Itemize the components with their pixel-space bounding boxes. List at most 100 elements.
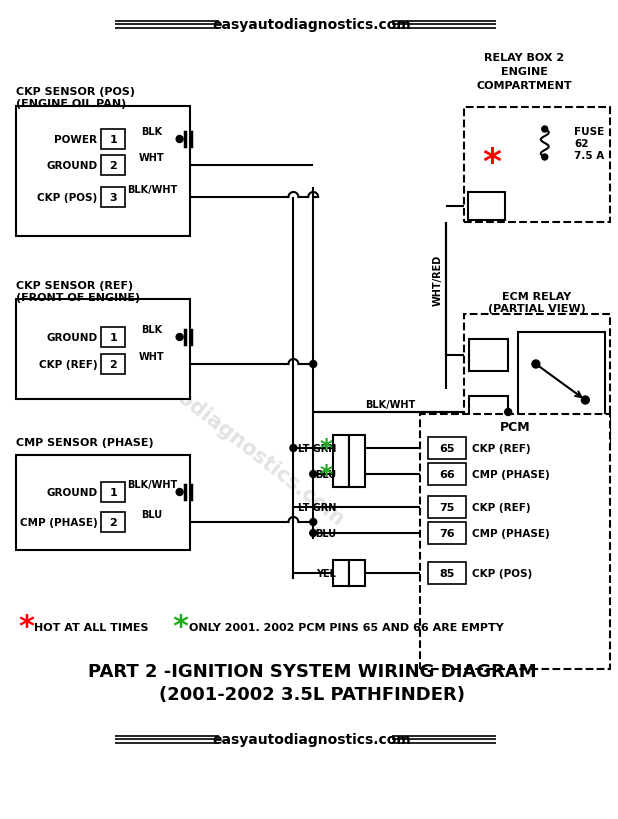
Text: BLU: BLU	[315, 528, 336, 538]
Bar	[349, 560, 365, 586]
Text: ONLY 2001. 2002 PCM PINS 65 AND 66 ARE EMPTY: ONLY 2001. 2002 PCM PINS 65 AND 66 ARE E…	[188, 622, 503, 632]
Text: PCM: PCM	[500, 421, 530, 434]
Text: easyautodiagnostics.com: easyautodiagnostics.com	[100, 330, 348, 529]
Text: *: *	[19, 613, 35, 642]
Circle shape	[176, 489, 183, 495]
Text: *: *	[172, 613, 188, 642]
Text: ECM RELAY: ECM RELAY	[502, 292, 572, 301]
Text: CKP SENSOR (REF): CKP SENSOR (REF)	[16, 281, 133, 291]
Text: CKP SENSOR (POS): CKP SENSOR (POS)	[16, 87, 135, 97]
Text: BLU: BLU	[142, 509, 163, 519]
Circle shape	[310, 361, 316, 368]
Text: WHT/RED: WHT/RED	[433, 254, 443, 305]
Bar	[333, 436, 349, 487]
Text: 1: 1	[109, 135, 117, 145]
Bar	[16, 300, 190, 400]
Text: CKP (REF): CKP (REF)	[39, 360, 98, 369]
Text: (PARTIAL VIEW): (PARTIAL VIEW)	[488, 304, 586, 314]
Text: 85: 85	[439, 568, 454, 578]
Text: WHT: WHT	[139, 351, 165, 361]
Bar	[428, 496, 465, 518]
Text: 66: 66	[439, 469, 455, 479]
Text: *: *	[320, 437, 333, 460]
Bar	[464, 108, 610, 223]
Text: 1: 1	[109, 487, 117, 497]
Text: 1: 1	[109, 333, 117, 342]
Text: POWER: POWER	[54, 135, 98, 145]
Text: 76: 76	[439, 528, 455, 538]
Text: GROUND: GROUND	[46, 161, 98, 171]
Text: WHT: WHT	[139, 153, 165, 163]
Text: *: *	[482, 146, 501, 180]
Bar	[101, 355, 125, 374]
Text: 2: 2	[109, 360, 117, 369]
Circle shape	[505, 409, 512, 416]
Bar	[16, 106, 190, 237]
Text: ENGINE: ENGINE	[501, 67, 548, 77]
Text: BLK: BLK	[142, 324, 163, 335]
Circle shape	[310, 471, 316, 478]
Text: BLK/WHT: BLK/WHT	[127, 185, 177, 195]
Text: YEL: YEL	[316, 568, 336, 578]
Text: 2: 2	[109, 161, 117, 171]
Text: BLU: BLU	[315, 469, 336, 479]
Bar	[349, 436, 365, 487]
Text: (FRONT OF ENGINE): (FRONT OF ENGINE)	[16, 292, 140, 303]
Text: (2001-2002 3.5L PATHFINDER): (2001-2002 3.5L PATHFINDER)	[159, 686, 465, 704]
Bar	[101, 156, 125, 176]
Circle shape	[542, 155, 548, 161]
Text: PART 2 -IGNITION SYSTEM WIRING DIAGRAM: PART 2 -IGNITION SYSTEM WIRING DIAGRAM	[88, 663, 536, 680]
Text: BLK: BLK	[142, 127, 163, 137]
Bar	[468, 192, 505, 221]
Text: LT GRN: LT GRN	[298, 502, 336, 513]
Text: GROUND: GROUND	[46, 333, 98, 342]
Text: GROUND: GROUND	[46, 487, 98, 497]
Bar	[468, 396, 508, 428]
Bar	[101, 130, 125, 150]
Bar	[16, 455, 190, 550]
Text: CMP (PHASE): CMP (PHASE)	[472, 469, 549, 479]
Text: COMPARTMENT: COMPARTMENT	[476, 81, 572, 91]
Text: CMP (PHASE): CMP (PHASE)	[20, 518, 98, 527]
Bar	[428, 464, 465, 486]
Bar	[101, 328, 125, 347]
Bar	[101, 188, 125, 208]
Text: 75: 75	[439, 502, 454, 513]
Text: FUSE
62
7.5 A: FUSE 62 7.5 A	[575, 127, 604, 161]
Bar	[428, 563, 465, 584]
Text: 3: 3	[109, 192, 117, 203]
Text: RELAY BOX 2: RELAY BOX 2	[484, 53, 564, 63]
Circle shape	[290, 445, 297, 452]
Bar	[464, 314, 610, 445]
Text: (ENGINE OIL PAN): (ENGINE OIL PAN)	[16, 99, 127, 109]
Circle shape	[176, 136, 183, 143]
Circle shape	[582, 396, 590, 405]
Text: 2: 2	[109, 518, 117, 527]
Text: BLK/WHT: BLK/WHT	[365, 400, 415, 410]
Circle shape	[310, 530, 316, 536]
Text: BLK/WHT: BLK/WHT	[127, 479, 177, 490]
Text: CKP (REF): CKP (REF)	[472, 443, 530, 454]
Text: CKP (POS): CKP (POS)	[472, 568, 532, 578]
Circle shape	[532, 360, 540, 369]
Bar	[101, 513, 125, 532]
Text: 65: 65	[439, 443, 455, 454]
Circle shape	[310, 519, 316, 526]
Bar	[428, 437, 465, 459]
Text: CMP SENSOR (PHASE): CMP SENSOR (PHASE)	[16, 437, 154, 447]
Bar	[101, 482, 125, 502]
Bar	[468, 340, 508, 372]
Bar	[333, 560, 349, 586]
Text: CKP (POS): CKP (POS)	[37, 192, 98, 203]
Text: LT GRN: LT GRN	[298, 443, 336, 454]
Text: CMP (PHASE): CMP (PHASE)	[472, 528, 549, 538]
Circle shape	[542, 127, 548, 133]
Text: HOT AT ALL TIMES: HOT AT ALL TIMES	[34, 622, 149, 632]
Bar	[428, 523, 465, 545]
Text: easyautodiagnostics.com: easyautodiagnostics.com	[213, 732, 412, 746]
Circle shape	[176, 334, 183, 341]
Text: CKP (REF): CKP (REF)	[472, 502, 530, 513]
Text: easyautodiagnostics.com: easyautodiagnostics.com	[213, 18, 412, 32]
Bar	[420, 414, 610, 669]
Bar	[518, 333, 605, 437]
